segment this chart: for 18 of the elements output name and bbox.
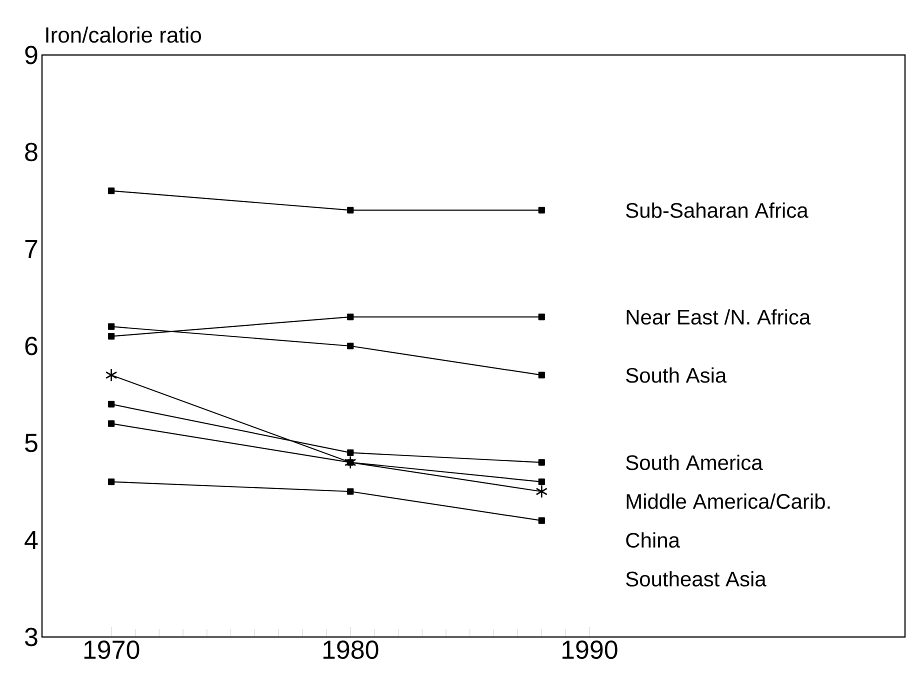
y-tick-label: 9 bbox=[25, 46, 38, 64]
text: South Asia bbox=[626, 367, 727, 383]
x-tick-label: 1990 bbox=[562, 640, 618, 659]
y-tick-label: 5 bbox=[25, 434, 38, 452]
y-tick-label: 8 bbox=[25, 142, 38, 162]
text: China bbox=[626, 532, 680, 548]
text: Sub-Saharan Africa bbox=[626, 202, 808, 218]
text: Southeast Asia bbox=[626, 571, 766, 587]
y-tick-label: 4 bbox=[24, 531, 38, 549]
x-tick-label: 1980 bbox=[323, 640, 378, 659]
x-tick-label: 1970 bbox=[84, 640, 140, 659]
text: Middle America/Carib. bbox=[626, 493, 830, 509]
y-tick-label: 3 bbox=[24, 628, 38, 646]
y-axis-title: Iron/calorie ratio bbox=[46, 26, 201, 43]
y-tick-label: 6 bbox=[25, 336, 38, 356]
text: Near East /N. Africa bbox=[626, 309, 811, 325]
y-tick-label: 7 bbox=[25, 240, 38, 258]
text: South America bbox=[626, 454, 763, 470]
